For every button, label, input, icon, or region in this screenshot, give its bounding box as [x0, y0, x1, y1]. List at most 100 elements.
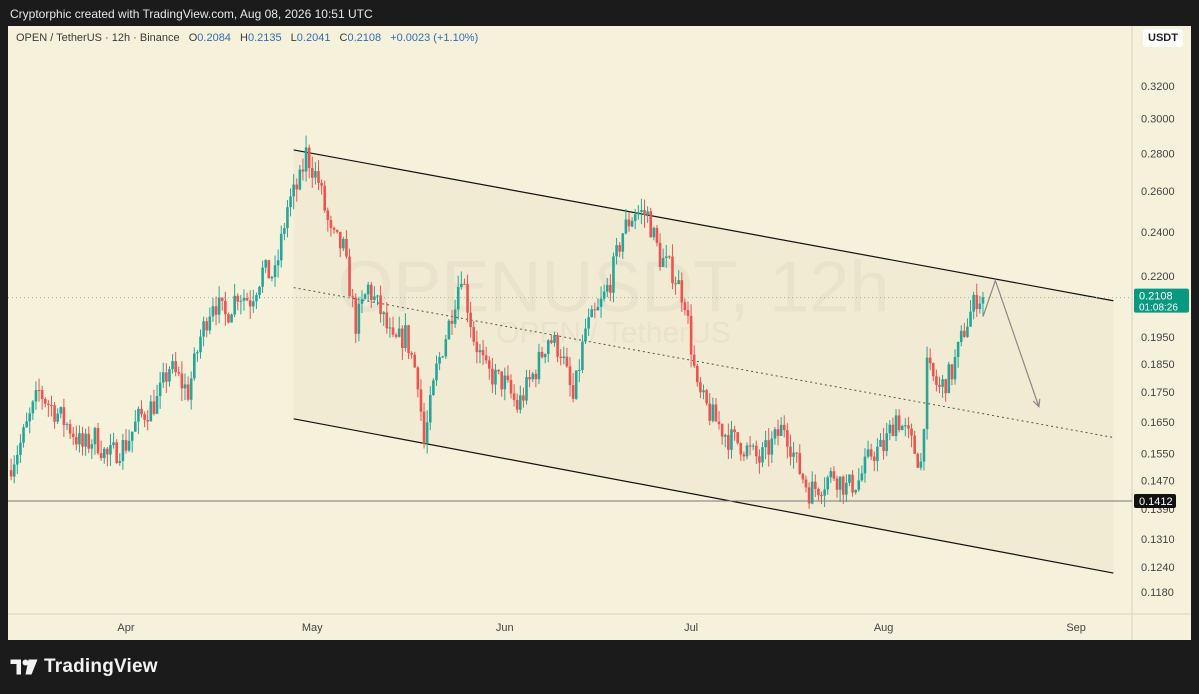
- candle: [966, 318, 969, 338]
- candle: [12, 455, 16, 484]
- candle: [866, 440, 870, 459]
- candle-body: [546, 340, 550, 355]
- candle: [466, 274, 469, 323]
- candle-body: [326, 210, 330, 221]
- candle-body: [466, 284, 469, 313]
- candle: [59, 406, 63, 419]
- candle: [978, 295, 982, 314]
- candle: [863, 448, 867, 483]
- candle-body: [273, 265, 277, 277]
- candle-body: [267, 260, 271, 279]
- candle-body: [537, 351, 541, 380]
- candle: [391, 316, 395, 338]
- candle-body: [509, 380, 513, 394]
- candle: [522, 387, 525, 408]
- candle: [236, 293, 240, 311]
- candle: [683, 298, 687, 316]
- candle: [748, 436, 752, 456]
- candle-body: [832, 471, 836, 479]
- tradingview-logo[interactable]: TradingView: [10, 655, 158, 679]
- candle-body: [779, 424, 783, 436]
- candle: [404, 313, 407, 352]
- candle: [410, 351, 413, 359]
- candle: [106, 446, 109, 467]
- candle-body: [351, 296, 354, 298]
- candle: [463, 278, 466, 285]
- candle: [876, 438, 879, 472]
- x-tick-label: Sep: [1066, 622, 1086, 634]
- candle-body: [761, 447, 764, 463]
- candle: [935, 369, 938, 392]
- candle-body: [53, 405, 56, 422]
- candle: [40, 385, 44, 410]
- candle-body: [407, 325, 410, 354]
- candle: [354, 293, 358, 343]
- candle: [363, 293, 367, 300]
- y-tick-label: 0.1470: [1141, 476, 1175, 488]
- price-chart[interactable]: OPENUSDT, 12hOPEN / TetherUS0.32000.3000…: [8, 26, 1191, 640]
- candle: [84, 428, 87, 456]
- candle-body: [196, 352, 199, 354]
- candle-body: [245, 297, 249, 301]
- candle-body: [47, 403, 50, 405]
- candle: [376, 294, 379, 306]
- candle-body: [677, 280, 680, 285]
- candle-body: [696, 365, 699, 383]
- candle: [472, 321, 476, 346]
- candle: [22, 424, 25, 448]
- candle-body: [348, 256, 351, 297]
- candle: [90, 439, 94, 459]
- candle-body: [907, 425, 910, 429]
- candle: [640, 198, 643, 225]
- candle: [96, 422, 100, 456]
- candle: [913, 430, 916, 455]
- candle: [217, 286, 221, 324]
- candle: [469, 301, 472, 338]
- close-label: C: [339, 32, 348, 44]
- candle-body: [127, 440, 131, 451]
- candle-body: [708, 403, 712, 421]
- candle-body: [16, 454, 19, 465]
- candle: [578, 359, 581, 383]
- x-tick-label: Apr: [117, 622, 134, 634]
- candle: [615, 237, 618, 265]
- candle: [705, 388, 708, 406]
- currency-unit-button[interactable]: USDT: [1143, 29, 1183, 47]
- candle: [553, 331, 556, 347]
- candle: [186, 376, 190, 402]
- candle: [857, 468, 861, 492]
- candle: [62, 398, 66, 437]
- candle-body: [28, 413, 32, 422]
- candle-body: [941, 379, 944, 387]
- candle: [546, 339, 550, 363]
- candle: [47, 399, 50, 417]
- candle-body: [329, 220, 333, 228]
- candle-body: [972, 294, 975, 312]
- candle-body: [276, 260, 280, 266]
- candle-body: [835, 478, 839, 490]
- candle-body: [863, 456, 867, 474]
- candle: [329, 215, 333, 237]
- candle-body: [345, 238, 348, 257]
- candle: [432, 378, 435, 396]
- candle: [81, 426, 84, 456]
- candle: [115, 439, 118, 464]
- candle-body: [354, 297, 358, 334]
- candle-body: [615, 245, 618, 257]
- candle-body: [599, 298, 603, 307]
- candle: [956, 341, 960, 368]
- candle: [708, 392, 712, 426]
- candle-body: [978, 303, 982, 310]
- candle-body: [382, 312, 386, 315]
- candle: [413, 351, 417, 369]
- candle: [649, 207, 653, 238]
- candle: [307, 144, 311, 179]
- candle-body: [460, 283, 463, 288]
- candle-body: [404, 325, 407, 348]
- bar-countdown: 01:08:26: [1139, 303, 1178, 314]
- chart-frame[interactable]: OPENUSDT, 12hOPEN / TetherUS0.32000.3000…: [8, 26, 1191, 640]
- candle: [137, 406, 140, 435]
- candle: [183, 373, 187, 401]
- candle: [754, 440, 758, 464]
- symbol-legend: OPEN / TetherUS · 12h · Binance O0.2084 …: [16, 32, 478, 44]
